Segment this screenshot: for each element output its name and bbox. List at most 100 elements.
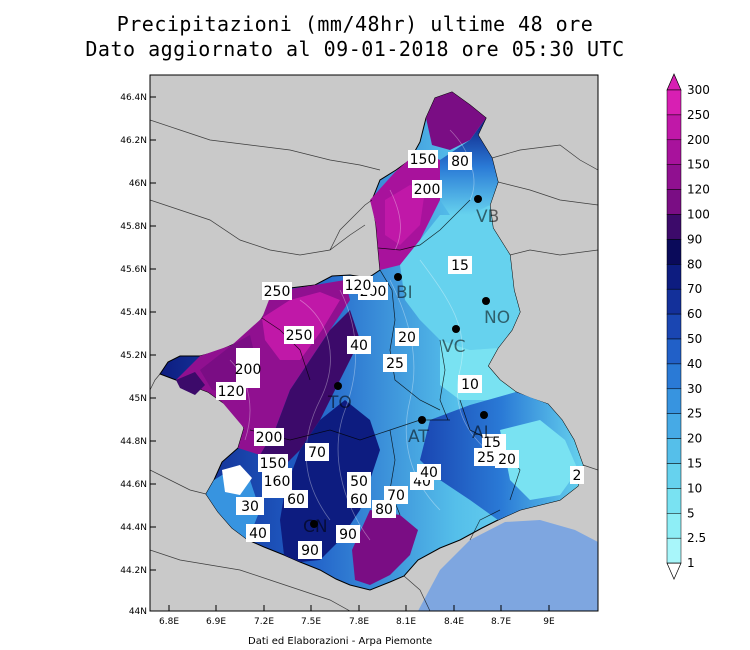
legend-swatch bbox=[666, 413, 682, 439]
legend-swatch bbox=[666, 463, 682, 489]
legend-swatch bbox=[666, 438, 682, 464]
legend-swatch bbox=[666, 338, 682, 365]
legend-swatch bbox=[666, 264, 682, 290]
legend-label: 300 bbox=[687, 83, 710, 97]
svg-text:25: 25 bbox=[477, 450, 495, 466]
legend-swatch bbox=[666, 388, 682, 414]
contour-label: 15 bbox=[482, 434, 506, 451]
svg-text:60: 60 bbox=[350, 492, 368, 508]
svg-text:70: 70 bbox=[308, 445, 326, 461]
contour-label: 10 bbox=[458, 375, 482, 393]
legend-label: 70 bbox=[687, 282, 702, 296]
lat-tick: 46.2N bbox=[120, 136, 156, 146]
contour-label: 25 bbox=[383, 354, 407, 372]
legend-label: 120 bbox=[687, 183, 710, 197]
svg-text:200: 200 bbox=[235, 362, 262, 378]
contour-label: 60 bbox=[284, 490, 308, 508]
svg-text:CN: CN bbox=[303, 517, 328, 537]
lon-tick: 8.4E bbox=[444, 605, 464, 627]
contour-label: 15 bbox=[448, 256, 472, 274]
svg-text:90: 90 bbox=[339, 527, 357, 543]
lat-tick: 44.8N bbox=[120, 437, 156, 447]
legend-label: 15 bbox=[687, 457, 702, 471]
svg-text:8.4E: 8.4E bbox=[444, 617, 464, 627]
map-title-line1: Precipitazioni (mm/48hr) ultime 48 ore bbox=[116, 12, 594, 36]
svg-text:20: 20 bbox=[498, 452, 516, 468]
lat-tick: 45.8N bbox=[120, 222, 156, 232]
contour-label: 50 bbox=[347, 472, 371, 490]
svg-text:40: 40 bbox=[249, 526, 267, 542]
station-at: AT bbox=[408, 416, 429, 447]
legend-swatch bbox=[666, 114, 682, 141]
contour-label: 150 bbox=[408, 150, 438, 168]
station-vc: VC bbox=[442, 325, 466, 357]
svg-text:VB: VB bbox=[476, 207, 499, 227]
svg-text:44N: 44N bbox=[129, 607, 147, 617]
legend-label: 100 bbox=[687, 208, 710, 222]
legend-label: 20 bbox=[687, 432, 702, 446]
svg-text:46.2N: 46.2N bbox=[120, 136, 147, 146]
legend-swatch bbox=[666, 89, 682, 116]
contour-label: 30 bbox=[236, 497, 264, 515]
contour-label: 80 bbox=[372, 500, 396, 518]
svg-text:250: 250 bbox=[286, 328, 313, 344]
svg-text:60: 60 bbox=[287, 492, 305, 508]
svg-text:NO: NO bbox=[484, 308, 510, 328]
contour-label: 80 bbox=[448, 152, 472, 170]
svg-text:TO: TO bbox=[327, 393, 352, 413]
lat-tick: 44.4N bbox=[120, 523, 156, 533]
map-title-line2: Dato aggiornato al 09-01-2018 ore 05:30 … bbox=[85, 37, 625, 61]
svg-text:6.8E: 6.8E bbox=[159, 617, 179, 627]
contour-label: 200 bbox=[412, 180, 442, 198]
lon-tick: 6.9E bbox=[206, 605, 226, 627]
contour-label: 40 bbox=[347, 336, 371, 354]
contour-label: 40 bbox=[417, 464, 441, 481]
contour-label: 25 bbox=[474, 448, 498, 466]
contour-label: 200 bbox=[235, 348, 262, 388]
svg-text:45.6N: 45.6N bbox=[120, 265, 147, 275]
svg-text:250: 250 bbox=[264, 284, 291, 300]
legend-swatch bbox=[666, 214, 682, 240]
svg-text:80: 80 bbox=[451, 154, 469, 170]
map-frame bbox=[149, 74, 599, 612]
legend-swatch bbox=[666, 239, 682, 265]
svg-text:120: 120 bbox=[218, 384, 245, 400]
legend-swatch bbox=[666, 488, 682, 514]
svg-text:200: 200 bbox=[414, 182, 441, 198]
contour-label: 90 bbox=[336, 525, 360, 543]
data-credit: Dati ed Elaborazioni - Arpa Piemonte bbox=[248, 636, 433, 647]
svg-text:80: 80 bbox=[375, 502, 393, 518]
legend-label: 10 bbox=[687, 481, 702, 495]
legend-label: 80 bbox=[687, 257, 702, 271]
longitude-axis: 6.8E 6.9E 7.2E 7.5E 7.8E 8.1E 8.4E 8.7E … bbox=[159, 605, 555, 627]
svg-text:8.7E: 8.7E bbox=[491, 617, 511, 627]
lat-tick: 45N bbox=[129, 394, 156, 404]
svg-text:AT: AT bbox=[408, 427, 429, 447]
contour-label: 2 bbox=[570, 466, 584, 484]
legend-swatch bbox=[666, 363, 682, 390]
legend-label: 1 bbox=[687, 556, 695, 570]
lon-tick: 7.8E bbox=[349, 605, 369, 627]
legend-label: 150 bbox=[687, 158, 710, 172]
contour-label: 70 bbox=[305, 443, 329, 461]
lon-tick: 9E bbox=[543, 605, 555, 627]
svg-text:46.4N: 46.4N bbox=[120, 93, 147, 103]
lat-tick: 46N bbox=[129, 179, 156, 189]
legend-label: 5 bbox=[687, 506, 695, 520]
svg-text:44.6N: 44.6N bbox=[120, 480, 147, 490]
svg-text:9E: 9E bbox=[543, 617, 555, 627]
contour-label: 160 bbox=[262, 468, 292, 498]
contour-label: 200 bbox=[254, 428, 284, 446]
lon-tick: 7.2E bbox=[254, 605, 274, 627]
contour-label: 20 bbox=[495, 450, 519, 468]
legend-label: 50 bbox=[687, 332, 702, 346]
latitude-axis: 46.4N 46.2N 46N 45.8N 45.6N 45.4N 45.2N … bbox=[120, 93, 156, 617]
svg-text:15: 15 bbox=[451, 258, 469, 274]
contour-label: 20 bbox=[395, 328, 419, 346]
svg-text:50: 50 bbox=[350, 474, 368, 490]
svg-text:20: 20 bbox=[398, 330, 416, 346]
svg-text:44.8N: 44.8N bbox=[120, 437, 147, 447]
legend-label: 30 bbox=[687, 382, 702, 396]
svg-text:160: 160 bbox=[264, 474, 291, 490]
